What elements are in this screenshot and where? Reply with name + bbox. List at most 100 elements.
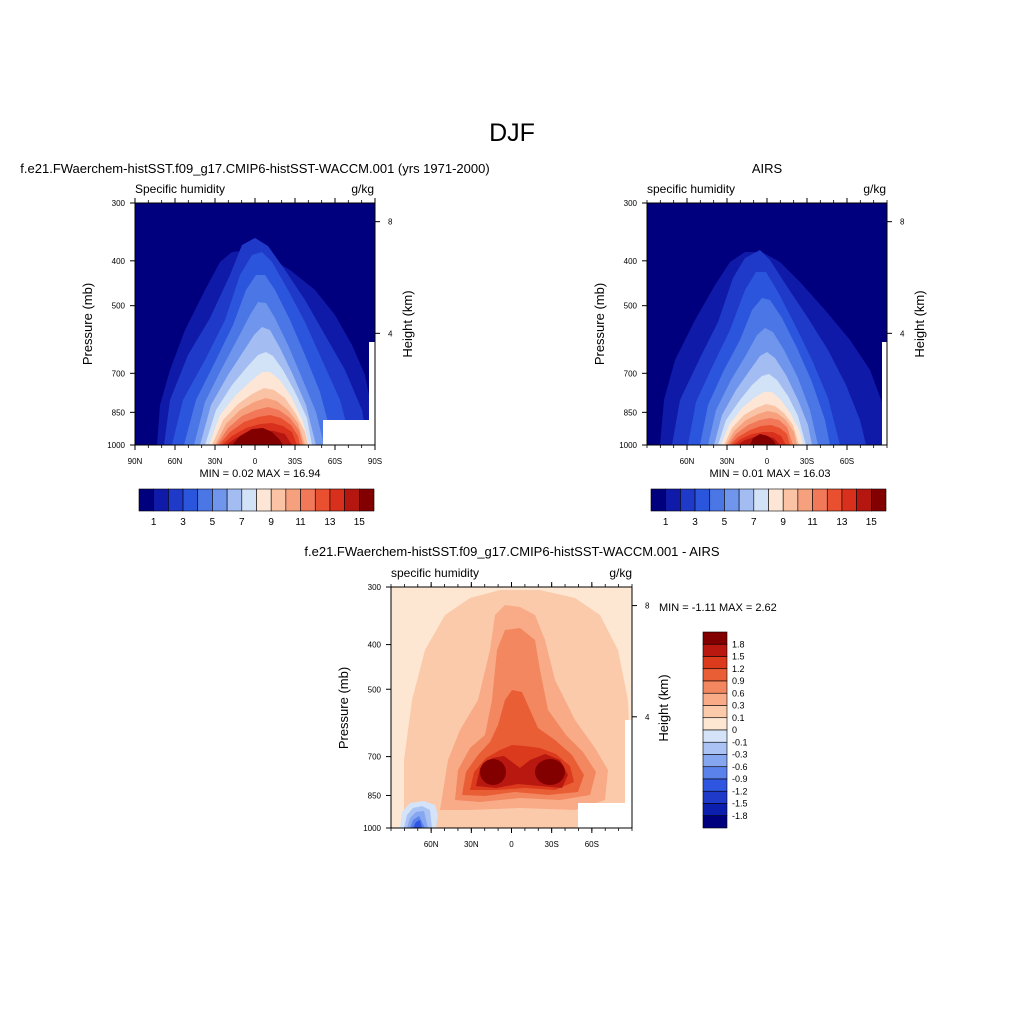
panel-units: g/kg: [609, 566, 632, 580]
colorbar-swatch: [782, 488, 799, 512]
y2-tick-label: 4: [388, 329, 393, 338]
x-tick-label: 0: [509, 840, 514, 849]
colorbar-label: 9: [780, 517, 786, 528]
colorbar-label: 5: [722, 517, 728, 528]
colorbar-swatch: [768, 488, 784, 512]
colorbar-swatch: [702, 778, 728, 792]
panel-model: f.e21.FWaerchem-histSST.f09_g17.CMIP6-hi…: [20, 161, 489, 480]
y-tick-label: 700: [368, 753, 382, 762]
colorbar-swatch: [182, 488, 199, 512]
y-tick-label: 700: [624, 369, 638, 378]
colorbar-label: 0.3: [732, 701, 745, 711]
missing-data-area: [369, 342, 375, 420]
missing-data-area: [625, 720, 632, 803]
colorbar-label: 7: [239, 517, 245, 528]
y-tick-label: 300: [624, 199, 638, 208]
colorbar-swatch: [314, 488, 331, 512]
colorbar-label: 1.8: [732, 639, 745, 649]
colorbar-swatch: [138, 488, 154, 512]
colorbar-diff: 1.8 1.5 1.2 0.9 0.6 0.3 0.1 0 -0.1 -0.3 -0.6 -0.9 -1…: [702, 631, 748, 829]
panel-units: g/kg: [863, 182, 886, 196]
y-axis-label: Pressure (mb): [592, 283, 607, 365]
y2-tick-label: 4: [900, 329, 905, 338]
colorbar-swatch: [702, 643, 728, 657]
colorbar-obs: 1 3 5 7 9 11 13 15: [650, 488, 887, 528]
y-tick-label: 300: [112, 199, 126, 208]
y2-axis-label: Height (km): [912, 290, 927, 357]
colorbar-swatch: [702, 754, 728, 768]
colorbar-label: 13: [836, 517, 848, 528]
x-tick-label: 60S: [328, 457, 342, 466]
colorbar-label: 3: [180, 517, 186, 528]
contour-band: [413, 820, 422, 828]
contour-field: [391, 587, 632, 828]
colorbar-swatch: [702, 717, 728, 731]
colorbar-swatch: [702, 680, 728, 694]
y2-axis-label: Height (km): [400, 290, 415, 357]
x-tick-label: 90S: [368, 457, 382, 466]
colorbar-swatch: [256, 488, 272, 512]
colorbar-label: 1.5: [732, 652, 745, 662]
missing-data-area: [578, 803, 632, 828]
y2-tick-label: 8: [388, 218, 393, 227]
colorbar-swatch: [709, 488, 725, 512]
colorbar-label: 5: [210, 517, 216, 528]
panel-variable: specific humidity: [647, 182, 735, 196]
missing-data-area: [882, 342, 887, 445]
missing-data-area: [323, 420, 375, 445]
y-axis-label: Pressure (mb): [336, 667, 351, 749]
y-tick-label: 1000: [363, 824, 381, 833]
colorbar-label: 15: [866, 517, 878, 528]
colorbar-swatch: [702, 631, 728, 645]
y-tick-label: 400: [624, 257, 638, 266]
y-axis-label: Pressure (mb): [80, 283, 95, 365]
colorbar-swatch: [329, 488, 345, 512]
colorbar-swatch: [153, 488, 169, 512]
colorbar-label: -1.8: [732, 811, 748, 821]
colorbar-label: 11: [295, 517, 306, 528]
panel-header: AIRS: [752, 161, 783, 176]
colorbar-swatch: [702, 656, 728, 670]
y-tick-label: 500: [368, 685, 382, 694]
colorbar-swatch: [826, 488, 843, 512]
colorbar-label: -0.9: [732, 774, 748, 784]
colorbar-label: -1.5: [732, 799, 748, 809]
min-max-label: MIN = 0.01 MAX = 16.03: [709, 468, 830, 480]
colorbar-swatch: [702, 705, 728, 719]
colorbar-label: 11: [807, 517, 818, 528]
colorbar-swatch: [197, 488, 213, 512]
y-tick-label: 400: [368, 641, 382, 650]
panel-variable: specific humidity: [391, 566, 479, 580]
x-tick-label: 30S: [545, 840, 559, 849]
colorbar-label: 1: [151, 517, 157, 528]
panel-variable: Specific humidity: [135, 182, 225, 196]
colorbar-label: 0: [732, 725, 737, 735]
colorbar-swatch: [650, 488, 666, 512]
colorbar-swatch: [344, 488, 360, 512]
y-tick-label: 500: [112, 302, 126, 311]
y-tick-label: 400: [112, 257, 126, 266]
colorbar-label: 7: [751, 517, 757, 528]
colorbar-swatch: [724, 488, 740, 512]
plot-axes: 300 400 500 700 850 1000 4 8 60N 30N 0 30S 60S: [363, 582, 650, 849]
colorbar-swatch: [241, 488, 257, 512]
y-tick-label: 500: [624, 302, 638, 311]
colorbar-swatch: [702, 668, 728, 682]
x-tick-label: 60N: [424, 840, 439, 849]
colorbar-swatch: [665, 488, 681, 512]
panel-header: f.e21.FWaerchem-histSST.f09_g17.CMIP6-hi…: [20, 161, 489, 176]
contour-band: [535, 759, 565, 785]
x-tick-label: 0: [765, 457, 770, 466]
colorbar-swatch: [702, 741, 728, 755]
y2-tick-label: 8: [645, 602, 650, 611]
min-max-label: MIN = -1.11 MAX = 2.62: [659, 602, 777, 614]
plot-axes: 300 400 500 700 850 1000 4 8 60N 30N 0 30S 60S: [619, 198, 905, 466]
colorbar-swatch: [702, 766, 728, 780]
x-tick-label: 60N: [168, 457, 183, 466]
x-tick-label: 60S: [585, 840, 599, 849]
y-tick-label: 850: [112, 408, 126, 417]
x-tick-label: 30N: [720, 457, 735, 466]
colorbar-swatch: [812, 488, 828, 512]
colorbar-label: 1: [663, 517, 669, 528]
colorbar-label: -1.2: [732, 786, 748, 796]
